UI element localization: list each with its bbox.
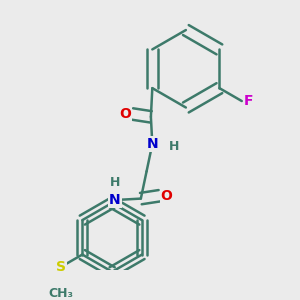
Text: N: N: [146, 137, 158, 151]
Text: O: O: [119, 107, 131, 121]
Text: H: H: [110, 176, 120, 189]
Text: CH₃: CH₃: [49, 287, 74, 300]
Text: H: H: [169, 140, 179, 154]
Text: F: F: [244, 94, 254, 108]
Text: S: S: [56, 260, 66, 274]
Text: O: O: [161, 189, 172, 203]
Text: N: N: [109, 193, 121, 207]
